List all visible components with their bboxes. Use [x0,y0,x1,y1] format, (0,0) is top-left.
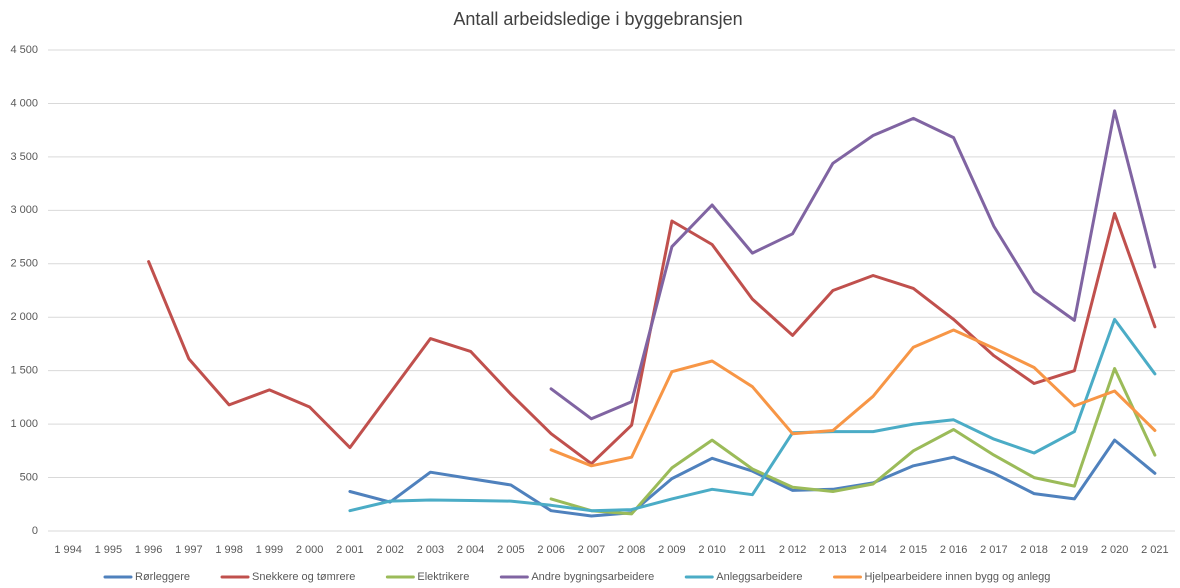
x-tick-label: 1 997 [175,544,203,556]
legend-label: Rørleggere [135,571,190,583]
x-tick-label: 2 005 [497,544,525,556]
x-tick-label: 2 012 [779,544,807,556]
x-tick-label: 2 018 [1020,544,1048,556]
x-tick-label: 1 999 [256,544,284,556]
x-tick-label: 1 996 [135,544,163,556]
legend-label: Elektrikere [417,571,469,583]
x-tick-label: 2 020 [1101,544,1129,556]
series-line [348,317,1157,513]
x-tick-label: 2 019 [1061,544,1089,556]
x-tick-label: 2 002 [376,544,404,556]
series-line [549,109,1157,421]
y-tick-label: 0 [32,525,38,537]
x-tick-label: 2 008 [618,544,646,556]
x-tick-label: 2 001 [336,544,364,556]
x-tick-label: 2 003 [417,544,445,556]
series-line [549,328,1157,468]
y-tick-label: 1 500 [10,365,38,377]
series-line [147,212,1157,466]
x-tick-label: 2 009 [658,544,686,556]
chart-title: Antall arbeidsledige i byggebransjen [453,9,742,29]
x-tick-label: 1 995 [95,544,123,556]
legend-label: Anleggsarbeidere [716,571,802,583]
legend-label: Snekkere og tømrere [252,571,355,583]
x-tick-label: 2 013 [819,544,847,556]
series-line [549,367,1157,516]
y-tick-label: 4 000 [10,97,38,109]
x-tick-label: 2 021 [1141,544,1169,556]
series-line [348,438,1157,518]
x-tick-label: 2 017 [980,544,1008,556]
x-tick-label: 2 015 [900,544,928,556]
y-tick-label: 2 500 [10,258,38,270]
x-tick-label: 1 998 [215,544,243,556]
x-tick-label: 2 010 [698,544,726,556]
legend-label: Hjelpearbeidere innen bygg og anlegg [864,571,1050,583]
x-tick-label: 2 016 [940,544,968,556]
x-tick-label: 2 006 [537,544,565,556]
y-tick-label: 500 [20,471,38,483]
x-tick-label: 1 994 [54,544,82,556]
y-tick-label: 3 000 [10,204,38,216]
y-tick-label: 1 000 [10,418,38,430]
legend-label: Andre bygningsarbeidere [531,571,654,583]
x-tick-label: 2 004 [457,544,485,556]
x-tick-label: 2 007 [578,544,606,556]
y-tick-label: 3 500 [10,151,38,163]
x-tick-label: 2 011 [739,544,766,556]
y-tick-label: 4 500 [10,44,38,56]
y-tick-label: 2 000 [10,311,38,323]
x-tick-label: 2 000 [296,544,324,556]
x-tick-label: 2 014 [859,544,887,556]
